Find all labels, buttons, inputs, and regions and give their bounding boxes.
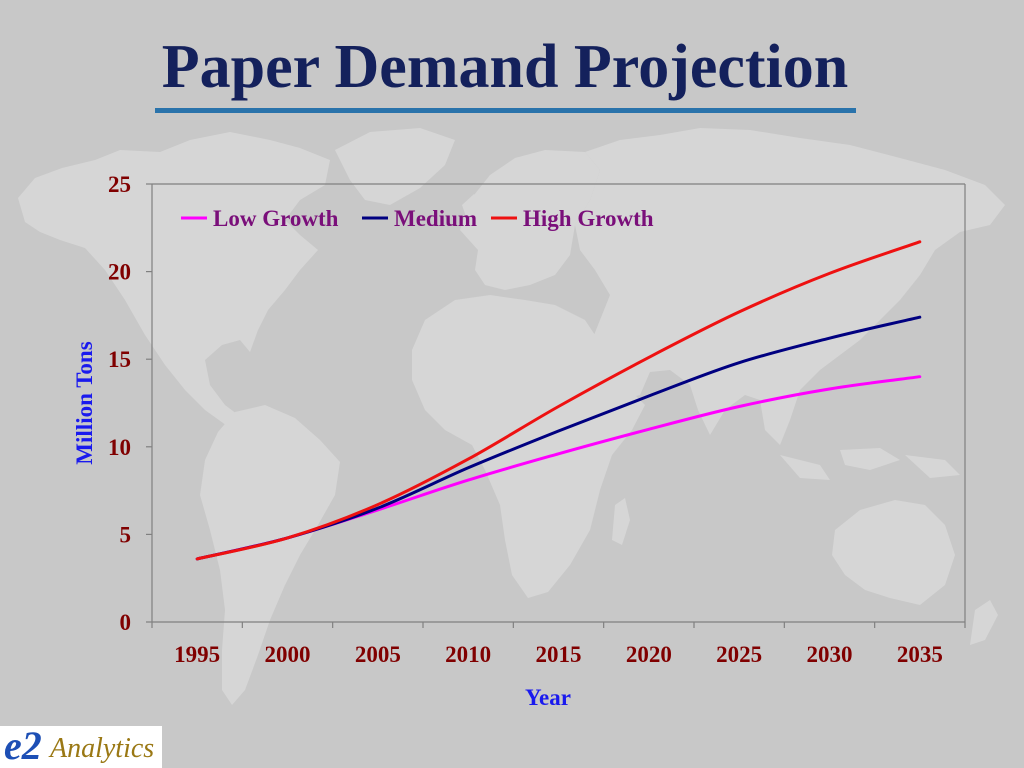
greenland-shape — [335, 128, 455, 205]
legend-label: Medium — [394, 206, 477, 231]
legend-label: High Growth — [523, 206, 654, 231]
x-tick-label: 2005 — [355, 642, 401, 667]
logo-text: Analytics — [50, 733, 155, 764]
y-tick-label: 25 — [108, 172, 131, 197]
x-tick-label: 2025 — [716, 642, 762, 667]
y-tick-label: 5 — [120, 522, 132, 547]
e2-analytics-logo: e2 Analytics — [0, 726, 162, 768]
slide-title: Paper Demand Projection — [161, 33, 849, 101]
y-tick-label: 0 — [120, 610, 132, 635]
legend-item-low-growth: Low Growth — [181, 206, 339, 231]
y-tick-label: 20 — [108, 260, 131, 285]
x-tick-label: 2015 — [536, 642, 582, 667]
south-america-shape — [200, 405, 340, 705]
british-isles-shape — [462, 194, 480, 228]
north-america-shape — [18, 132, 330, 445]
australia-shape — [832, 500, 955, 605]
x-tick-label: 2030 — [807, 642, 853, 667]
x-tick-label: 1995 — [174, 642, 220, 667]
asia-shape — [575, 128, 1005, 445]
logo-mark: e2 — [4, 726, 42, 768]
y-axis-label: Million Tons — [72, 341, 97, 464]
x-tick-label: 2035 — [897, 642, 943, 667]
y-tick-label: 10 — [108, 435, 131, 460]
legend-item-medium: Medium — [362, 206, 477, 231]
madagascar-shape — [612, 498, 630, 545]
title-underline — [155, 108, 856, 113]
series-line-high-growth — [195, 240, 922, 561]
x-tick-label: 2000 — [265, 642, 311, 667]
x-axis-label: Year — [525, 685, 571, 710]
x-tick-label: 2020 — [626, 642, 672, 667]
series-lines — [195, 240, 922, 561]
legend-label: Low Growth — [213, 206, 339, 231]
chart-legend: Low Growth Medium High Growth — [181, 206, 654, 231]
series-line-medium — [195, 315, 922, 561]
new-zealand-shape — [970, 600, 998, 645]
x-tick-label: 2010 — [445, 642, 491, 667]
indonesia-shape — [780, 448, 960, 480]
y-tick-label: 15 — [108, 347, 131, 372]
europe-shape — [460, 150, 600, 290]
africa-shape — [412, 295, 645, 598]
legend-item-high-growth: High Growth — [491, 206, 654, 231]
